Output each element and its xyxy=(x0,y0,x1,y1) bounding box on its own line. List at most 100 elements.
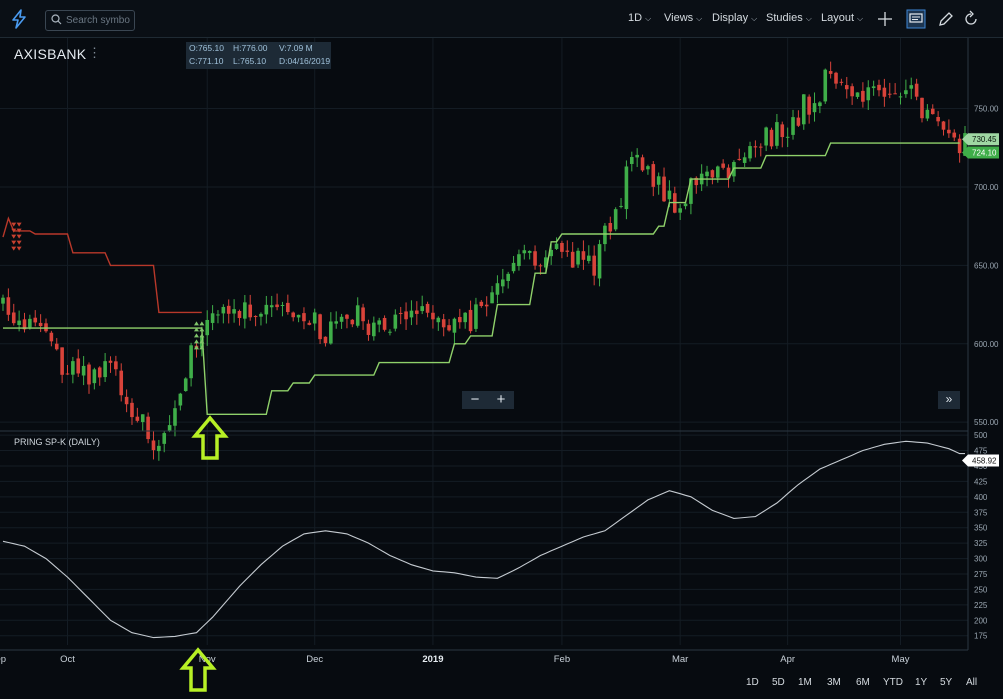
candle-body xyxy=(189,345,193,379)
candle-body xyxy=(259,313,263,317)
sell-signal-triangle xyxy=(11,228,17,233)
candle-body xyxy=(162,433,167,444)
candle-body xyxy=(565,250,570,252)
indicator-tick-label: 450 xyxy=(974,462,988,471)
candle-body xyxy=(646,166,650,170)
zoom-out-button[interactable]: − xyxy=(470,391,480,408)
candle-body xyxy=(205,319,210,336)
candle-body xyxy=(302,313,306,322)
interval-dropdown[interactable]: 1D ⌵ xyxy=(628,12,651,24)
range-all[interactable]: All xyxy=(966,677,978,688)
candle-body xyxy=(522,250,527,254)
candle-body xyxy=(882,87,887,97)
candle-body xyxy=(662,176,666,202)
candle-body xyxy=(65,373,70,375)
candle-body xyxy=(791,117,795,135)
candle-body xyxy=(377,320,382,325)
range-ytd[interactable]: YTD xyxy=(883,677,903,688)
annotation-arrow-top xyxy=(191,415,229,460)
candle-body xyxy=(248,304,253,318)
candle-body xyxy=(651,164,656,187)
comment-icon[interactable] xyxy=(906,9,926,29)
x-tick-label: Sep xyxy=(0,654,6,665)
candle-body xyxy=(49,332,54,342)
views-menu[interactable]: Views ⌵ xyxy=(664,12,702,24)
candle-body xyxy=(667,190,672,200)
range-1m[interactable]: 1M xyxy=(798,677,812,688)
candle-body xyxy=(501,279,505,287)
indicator-tick-label: 225 xyxy=(974,601,988,610)
sell-signal-triangle xyxy=(16,234,22,239)
candle-body xyxy=(850,86,854,97)
range-6m[interactable]: 6M xyxy=(856,677,870,688)
range-5y[interactable]: 5Y xyxy=(940,677,953,688)
candle-body xyxy=(640,157,645,171)
range-1d[interactable]: 1D xyxy=(746,677,759,688)
chevron-down-icon: ⌵ xyxy=(645,14,652,23)
candle-body xyxy=(468,309,473,332)
range-5d[interactable]: 5D xyxy=(772,677,785,688)
candle-body xyxy=(409,310,414,318)
candle-body xyxy=(785,136,790,138)
candle-body xyxy=(329,321,333,344)
candle-body xyxy=(334,321,339,324)
candle-body xyxy=(178,393,183,406)
candle-body xyxy=(678,208,682,213)
candle-body xyxy=(355,305,360,326)
candle-body xyxy=(603,225,607,245)
crosshair-add-icon[interactable] xyxy=(875,9,895,29)
candle-body xyxy=(947,129,951,134)
candle-body xyxy=(140,414,145,423)
candle-body xyxy=(689,178,693,204)
indicator-tick-label: 250 xyxy=(974,585,988,594)
zoom-in-button[interactable]: + xyxy=(496,391,506,408)
candle-body xyxy=(92,369,97,384)
candle-body xyxy=(925,109,930,119)
candle-body xyxy=(506,273,510,281)
chevron-down-icon: ⌵ xyxy=(696,14,703,23)
candle-body xyxy=(210,313,215,323)
candle-body xyxy=(87,364,91,385)
last-price-tag-text: 730.45 xyxy=(972,135,997,144)
candle-body xyxy=(592,255,596,276)
search-box[interactable] xyxy=(45,10,135,31)
candle-body xyxy=(398,312,403,314)
range-3m[interactable]: 3M xyxy=(827,677,841,688)
stop-price-tag-bg xyxy=(962,146,999,159)
candle-body xyxy=(275,304,279,308)
scroll-to-latest-button[interactable]: » xyxy=(938,391,960,409)
candle-body xyxy=(318,314,322,340)
candle-body xyxy=(232,309,236,314)
candle-body xyxy=(721,163,725,168)
candle-body xyxy=(877,84,881,91)
candle-body xyxy=(898,96,903,98)
chevron-down-icon: ⌵ xyxy=(751,14,758,23)
interval-label: 1D xyxy=(628,12,643,24)
pencil-icon[interactable] xyxy=(936,9,956,29)
studies-menu[interactable]: Studies ⌵ xyxy=(766,12,812,24)
candle-body xyxy=(436,317,441,323)
search-input[interactable] xyxy=(66,12,130,28)
candle-body xyxy=(758,146,763,148)
refresh-icon[interactable] xyxy=(961,9,981,29)
display-menu[interactable]: Display ⌵ xyxy=(712,12,757,24)
buy-signal-triangle xyxy=(193,333,199,338)
candle-body xyxy=(635,154,639,158)
candle-body xyxy=(914,83,919,97)
candle-body xyxy=(237,310,242,319)
layout-menu[interactable]: Layout ⌵ xyxy=(821,12,863,24)
symbol-options-icon[interactable]: ⋮ xyxy=(88,45,101,60)
lightning-logo-icon[interactable] xyxy=(8,8,30,30)
range-1y[interactable]: 1Y xyxy=(915,677,928,688)
candle-body xyxy=(221,306,226,314)
candle-body xyxy=(33,317,38,323)
indicator-tick-label: 500 xyxy=(974,431,988,440)
indicator-label[interactable]: PRING SP-K (DAILY) xyxy=(14,437,100,447)
symbol-name[interactable]: AXISBANK xyxy=(14,46,87,62)
candle-body xyxy=(866,87,871,101)
candle-body xyxy=(1,297,5,304)
candle-body xyxy=(871,86,876,89)
candle-body xyxy=(576,250,580,265)
price-tick-label: 650.00 xyxy=(974,261,999,270)
